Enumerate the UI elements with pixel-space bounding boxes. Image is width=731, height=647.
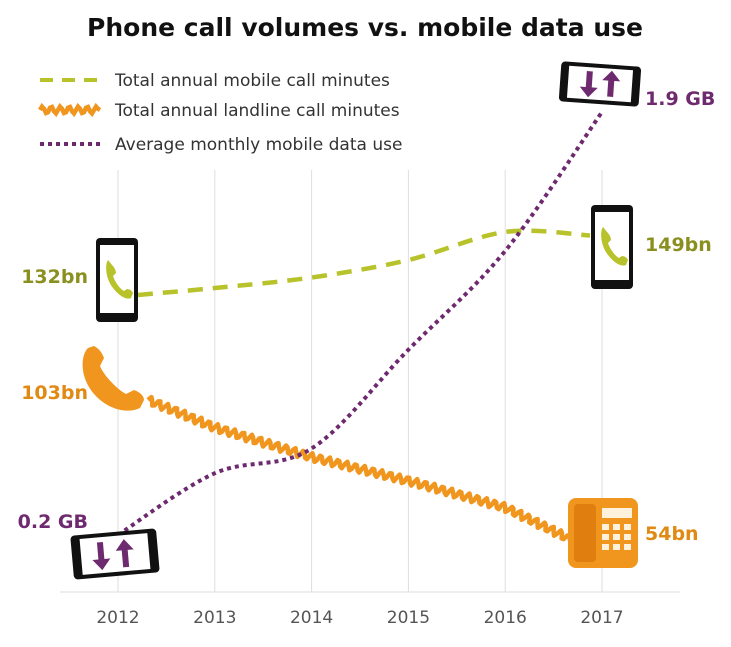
grid <box>117 170 603 592</box>
label-data-start: 0.2 GB <box>18 511 88 533</box>
mobile-phone-icon <box>96 238 138 322</box>
legend-label-mobile-calls: Total annual mobile call minutes <box>114 71 390 91</box>
label-mobile-end: 149bn <box>645 234 712 256</box>
series-line-landline-calls <box>146 394 573 543</box>
chart-title: Phone call volumes vs. mobile data use <box>87 13 643 42</box>
mobile-phone-icon <box>591 205 633 289</box>
label-landline-start: 103bn <box>21 382 88 404</box>
x-axis-ticks: 2012 2013 2014 2015 2016 2017 <box>96 608 623 628</box>
x-tick-label: 2014 <box>290 608 333 628</box>
desk-telephone-icon <box>568 498 638 568</box>
legend-label-landline-calls: Total annual landline call minutes <box>114 101 400 121</box>
x-tick-label: 2017 <box>580 608 623 628</box>
legend-swatch-landline-calls <box>38 102 102 118</box>
legend-label-data-use: Average monthly mobile data use <box>115 135 402 155</box>
legend: Total annual mobile call minutes Total a… <box>38 71 402 155</box>
label-data-end: 1.9 GB <box>645 88 715 110</box>
series-line-mobile-calls <box>137 228 591 298</box>
series-line-data-use <box>116 110 604 537</box>
data-transfer-phone-icon <box>70 528 160 580</box>
label-mobile-start: 132bn <box>21 266 88 288</box>
data-transfer-phone-icon <box>558 61 642 107</box>
x-tick-label: 2016 <box>484 608 527 628</box>
landline-handset-icon <box>82 346 144 411</box>
x-tick-label: 2013 <box>193 608 236 628</box>
x-tick-label: 2012 <box>96 608 139 628</box>
label-landline-end: 54bn <box>645 523 699 545</box>
x-tick-label: 2015 <box>387 608 430 628</box>
